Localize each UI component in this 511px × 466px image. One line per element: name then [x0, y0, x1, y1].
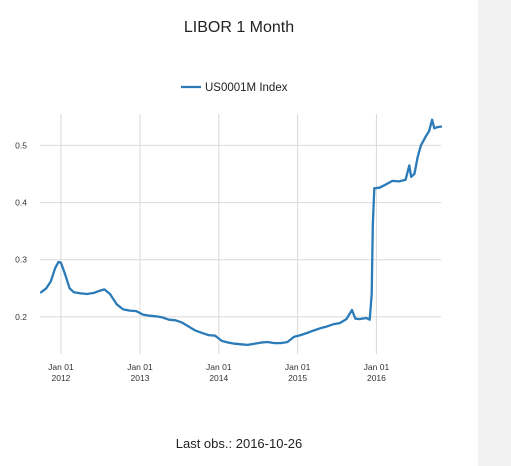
series-line-us0001m — [39, 118, 443, 347]
y-tick-label: 0.2 — [15, 312, 27, 322]
x-tick-year-label: 2013 — [131, 373, 150, 383]
x-tick-year-label: 2016 — [367, 373, 386, 383]
x-tick-label: Jan 01 — [127, 362, 153, 372]
x-tick-label: Jan 01 — [206, 362, 232, 372]
x-tick-label: Jan 01 — [364, 362, 390, 372]
x-tick-year-label: 2015 — [288, 373, 307, 383]
chart-legend: US0001M Index — [181, 82, 288, 94]
series-layer — [39, 118, 443, 347]
y-tick-label: 0.4 — [15, 198, 27, 208]
chart-title: LIBOR 1 Month — [183, 19, 295, 36]
x-tick-label: Jan 01 — [285, 362, 311, 372]
y-tick-label: 0.3 — [15, 255, 27, 265]
chart-grid — [40, 114, 441, 354]
x-tick-year-label: 2012 — [51, 373, 70, 383]
x-tick-year-label: 2014 — [209, 373, 228, 383]
side-panel — [478, 0, 511, 466]
y-axis-labels: 0.2 0.3 0.4 0.5 — [15, 140, 27, 321]
x-tick-label: Jan 01 — [48, 362, 74, 372]
last-observation-label: Last obs.: 2016-10-26 — [175, 436, 303, 451]
y-tick-label: 0.5 — [15, 140, 27, 150]
legend-label: US0001M Index — [205, 82, 288, 94]
